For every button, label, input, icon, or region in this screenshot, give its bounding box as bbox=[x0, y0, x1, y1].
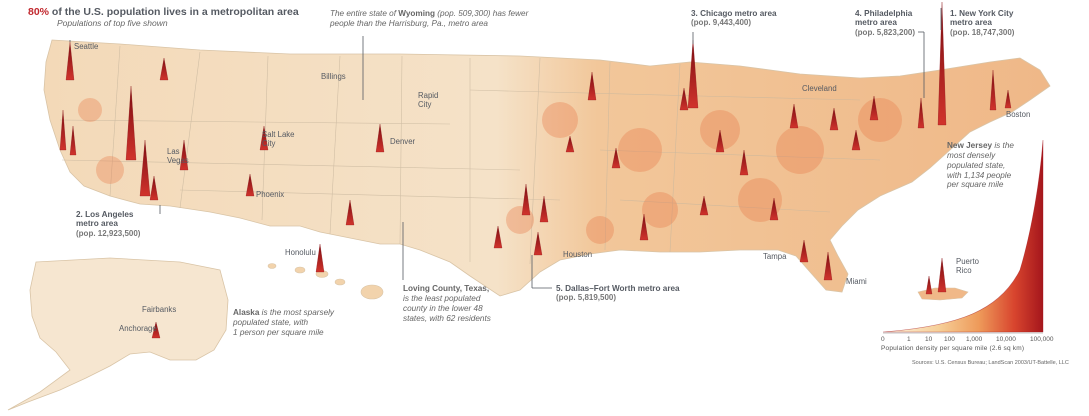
us-lower48-landmass bbox=[43, 39, 1051, 297]
loving-county-label: Loving County, Texas, bbox=[403, 284, 490, 293]
new-york-metro-label: 1. New York City metro area (pop. 18,747… bbox=[950, 9, 1015, 37]
legend-tick-100: 100 bbox=[944, 336, 955, 343]
legend-tick-10: 10 bbox=[925, 336, 933, 343]
alaska-note: Alaska is the most sparsely populated st… bbox=[233, 308, 335, 337]
loving-county-note: Loving County, Texas, is the least popul… bbox=[403, 284, 491, 323]
city-houston: Houston bbox=[563, 250, 593, 259]
city-phoenix: Phoenix bbox=[256, 190, 285, 199]
city-seattle: Seattle bbox=[74, 42, 99, 51]
city-cleveland: Cleveland bbox=[802, 84, 837, 93]
city-denver: Denver bbox=[390, 137, 416, 146]
city-fairbanks: Fairbanks bbox=[142, 305, 177, 314]
chicago-pop: (pop. 9,443,400) bbox=[691, 18, 752, 28]
philadelphia-metro-label: 4. Philadelphia metro area (pop. 5,823,2… bbox=[855, 9, 916, 37]
new-york-pop: (pop. 18,747,300) bbox=[950, 27, 1015, 37]
headline-text: of the U.S. population lives in a metrop… bbox=[49, 6, 299, 18]
wyoming-label: Wyoming bbox=[398, 9, 435, 18]
city-las-vegas: Las Vegas bbox=[167, 147, 189, 165]
city-miami: Miami bbox=[846, 277, 867, 286]
philadelphia-pop: (pop. 5,823,200) bbox=[855, 27, 916, 37]
legend-tick-1000: 1,000 bbox=[966, 336, 983, 343]
chicago-metro-label: 3. Chicago metro area (pop. 9,443,400) bbox=[691, 9, 777, 28]
new-jersey-note: New Jersey is the most densely populated… bbox=[947, 141, 1014, 190]
subheadline: Populations of top five shown bbox=[57, 18, 168, 28]
legend-density-curve bbox=[882, 139, 1044, 334]
hawaii-landmass bbox=[267, 263, 384, 300]
city-rapid-city: Rapid City bbox=[418, 91, 439, 109]
wyoming-note: The entire state of Wyoming (pop. 509,30… bbox=[330, 9, 529, 28]
legend-title: Population density per square mile (2.6 … bbox=[881, 345, 1025, 352]
city-tampa: Tampa bbox=[763, 252, 787, 261]
density-spikes bbox=[59, 1, 1012, 339]
legend-tick-10000: 10,000 bbox=[996, 336, 1016, 343]
alaska-landmass bbox=[7, 257, 229, 411]
los-angeles-metro-label: 2. Los Angeles metro area (pop. 12,923,5… bbox=[76, 210, 141, 238]
city-anchorage: Anchorage bbox=[119, 324, 157, 333]
legend-tick-1: 1 bbox=[907, 336, 911, 343]
legend-tick-0: 0 bbox=[881, 336, 885, 343]
city-boston: Boston bbox=[1006, 110, 1031, 119]
new-jersey-label: New Jersey bbox=[947, 141, 993, 150]
city-billings: Billings bbox=[321, 72, 346, 81]
headline: 80% of the U.S. population lives in a me… bbox=[28, 6, 299, 18]
alaska-label: Alaska bbox=[233, 308, 260, 317]
headline-highlight: 80% bbox=[28, 6, 50, 18]
city-puerto-rico: Puerto Rico bbox=[956, 257, 979, 275]
city-salt-lake-city: Salt Lake City bbox=[262, 130, 295, 148]
city-honolulu: Honolulu bbox=[285, 248, 316, 257]
legend-tick-100000: 100,000 bbox=[1030, 336, 1054, 343]
source-credit: Sources: U.S. Census Bureau; LandScan 20… bbox=[912, 360, 1069, 366]
dallas-pop: (pop. 5,819,500) bbox=[556, 293, 617, 303]
los-angeles-pop: (pop. 12,923,500) bbox=[76, 228, 141, 238]
dallas-metro-label: 5. Dallas–Fort Worth metro area (pop. 5,… bbox=[556, 284, 680, 303]
